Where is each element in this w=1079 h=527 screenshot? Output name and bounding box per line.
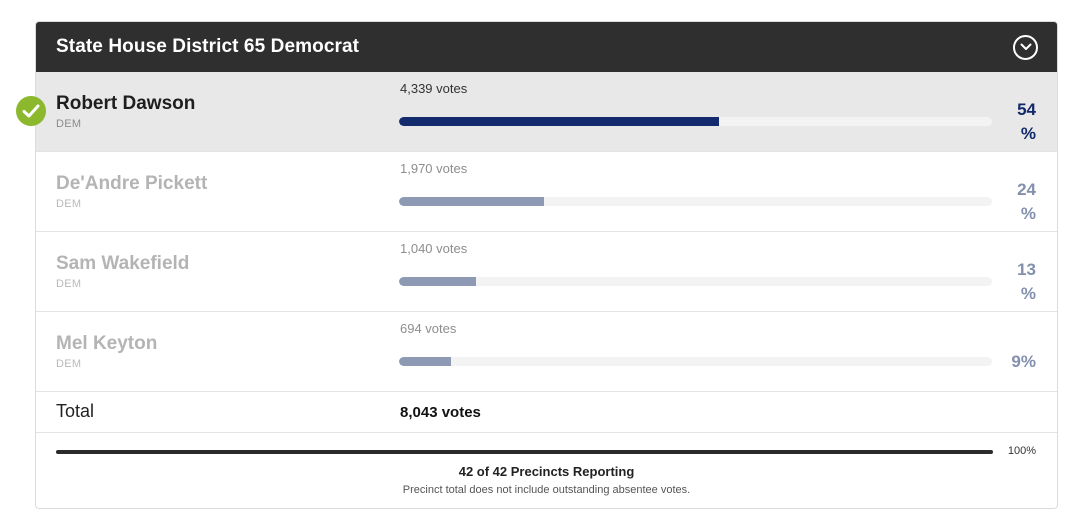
- candidate-percent: 9%: [1011, 352, 1036, 371]
- total-row: Total 8,043 votes: [36, 392, 1057, 433]
- vote-share-fill: [399, 117, 720, 126]
- candidate-party: DEM: [56, 278, 82, 290]
- candidate-name: De'Andre Pickett: [56, 173, 208, 194]
- candidate-row: Mel Keyton DEM 694 votes 9%: [36, 312, 1057, 392]
- vote-share-bar: [399, 117, 992, 126]
- precincts-reporting-percent: 100%: [1007, 445, 1036, 457]
- race-header[interactable]: State House District 65 Democrat: [36, 22, 1057, 72]
- candidate-votes: 694 votes: [400, 321, 457, 336]
- candidate-percent: 24 %: [1017, 178, 1036, 226]
- percent-number: 54: [1017, 100, 1036, 119]
- candidate-name: Mel Keyton: [56, 333, 158, 354]
- precincts-reporting-fill: [56, 450, 993, 454]
- candidate-name: Robert Dawson: [56, 93, 196, 114]
- vote-share-bar: [399, 277, 992, 286]
- percent-sign: %: [1020, 124, 1036, 143]
- candidate-party: DEM: [56, 358, 82, 370]
- candidate-percent: 13 %: [1017, 258, 1036, 306]
- total-label: Total: [56, 401, 95, 421]
- percent-sign: %: [1020, 204, 1036, 223]
- precincts-reporting-bar: [56, 450, 993, 454]
- candidate-votes: 1,040 votes: [400, 241, 468, 256]
- candidate-row: De'Andre Pickett DEM 1,970 votes 24 %: [36, 152, 1057, 232]
- absentee-note: Precinct total does not include outstand…: [402, 484, 691, 496]
- percent-number: 24: [1017, 180, 1036, 199]
- race-title: State House District 65 Democrat: [56, 36, 360, 57]
- candidate-party: DEM: [56, 198, 82, 210]
- candidate-votes: 1,970 votes: [400, 161, 468, 176]
- candidate-party: DEM: [56, 118, 82, 130]
- winner-check-icon: [16, 96, 46, 126]
- candidate-percent: 54 %: [1017, 98, 1036, 146]
- vote-share-fill: [399, 197, 545, 206]
- total-votes: 8,043 votes: [400, 404, 481, 421]
- vote-share-fill: [399, 357, 451, 366]
- vote-share-fill: [399, 277, 477, 286]
- race-results-card: State House District 65 Democrat Robert …: [35, 21, 1058, 509]
- candidate-row: Robert Dawson DEM 4,339 votes 54 %: [36, 72, 1057, 152]
- percent-sign: %: [1020, 284, 1036, 303]
- candidate-row: Sam Wakefield DEM 1,040 votes 13 %: [36, 232, 1057, 312]
- reporting-footer: 100% 42 of 42 Precincts Reporting Precin…: [36, 433, 1057, 508]
- percent-number: 13: [1017, 260, 1036, 279]
- precincts-reporting-text: 42 of 42 Precincts Reporting: [458, 464, 635, 479]
- vote-share-bar: [399, 197, 992, 206]
- candidate-votes: 4,339 votes: [400, 81, 468, 96]
- vote-share-bar: [399, 357, 992, 366]
- candidate-name: Sam Wakefield: [56, 253, 190, 274]
- chevron-down-circle-icon[interactable]: [1013, 34, 1038, 60]
